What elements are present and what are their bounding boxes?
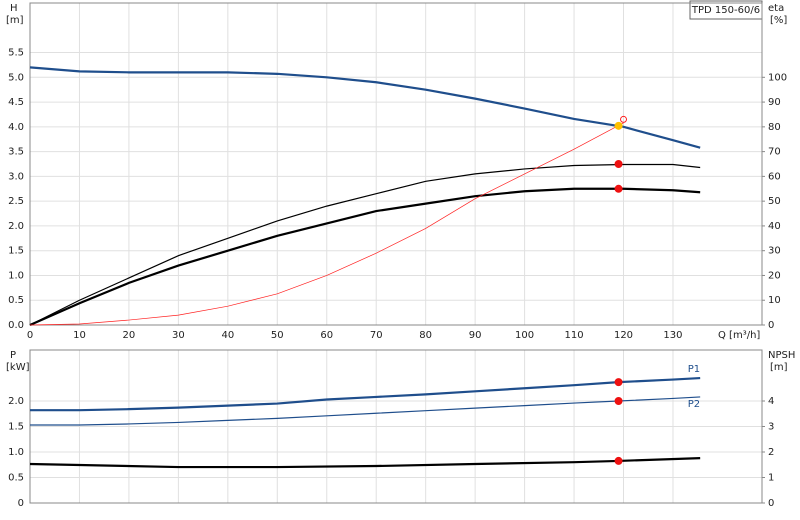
data-point bbox=[614, 121, 623, 130]
curve bbox=[29, 457, 701, 469]
y-axis-unit: [m] bbox=[6, 15, 24, 26]
x-tick-label: 30 bbox=[172, 330, 185, 341]
curve bbox=[29, 66, 701, 149]
y-tick-label: 4.5 bbox=[8, 97, 24, 108]
y-tick-label: 2.0 bbox=[8, 221, 24, 232]
y-axis-label: P bbox=[10, 350, 16, 361]
y2-tick-label: 100 bbox=[768, 72, 787, 83]
x-tick-label: 0 bbox=[27, 330, 33, 341]
y-tick-label: 5.5 bbox=[8, 48, 24, 59]
y2-tick-label: 70 bbox=[768, 147, 781, 158]
y2-axis-unit: [m] bbox=[770, 362, 788, 373]
y-axis-unit: [kW] bbox=[6, 362, 30, 373]
data-point bbox=[614, 378, 623, 387]
y2-tick-label: 4 bbox=[768, 396, 774, 407]
y2-tick-label: 20 bbox=[768, 270, 781, 281]
plot-frame bbox=[29, 349, 763, 504]
plot-frame bbox=[29, 2, 763, 326]
y-tick-label: 1.5 bbox=[8, 246, 24, 257]
x-tick-label: 50 bbox=[271, 330, 284, 341]
y2-tick-label: 60 bbox=[768, 171, 781, 182]
y-tick-label: 4.0 bbox=[8, 122, 24, 133]
curve bbox=[30, 396, 701, 426]
y-tick-label: 5.0 bbox=[8, 72, 24, 83]
y2-tick-label: 50 bbox=[768, 196, 781, 207]
y2-tick-label: 80 bbox=[768, 122, 781, 133]
y2-axis-label: eta bbox=[768, 3, 784, 14]
curve bbox=[29, 163, 701, 326]
y2-tick-label: 2 bbox=[768, 447, 774, 458]
x-tick-label: 100 bbox=[515, 330, 534, 341]
x-tick-label: 130 bbox=[663, 330, 682, 341]
series-label: P1 bbox=[688, 364, 700, 375]
y-tick-label: 0.5 bbox=[8, 473, 24, 484]
y-tick-label: 3.0 bbox=[8, 171, 24, 182]
curve bbox=[30, 376, 701, 412]
y2-tick-label: 30 bbox=[768, 246, 781, 257]
y2-tick-label: 0 bbox=[768, 498, 774, 509]
y-tick-label: 0.5 bbox=[8, 295, 24, 306]
data-point bbox=[614, 456, 623, 465]
y-tick-label: 2.5 bbox=[8, 196, 24, 207]
series-label: P2 bbox=[688, 399, 700, 410]
x-tick-label: 40 bbox=[221, 330, 234, 341]
x-tick-label: 60 bbox=[320, 330, 333, 341]
x-tick-label: 10 bbox=[73, 330, 86, 341]
y2-tick-label: 40 bbox=[768, 221, 781, 232]
x-tick-label: 70 bbox=[370, 330, 383, 341]
chart-title: TPD 150-60/6 bbox=[691, 5, 760, 16]
y2-tick-label: 3 bbox=[768, 422, 774, 433]
curve bbox=[29, 187, 701, 327]
y-tick-label: 1.0 bbox=[8, 270, 24, 281]
y2-axis-unit: [%] bbox=[770, 15, 787, 26]
y-tick-label: 2.0 bbox=[8, 396, 24, 407]
x-tick-label: 80 bbox=[419, 330, 432, 341]
x-axis-label: Q [m³/h] bbox=[718, 330, 760, 341]
x-tick-label: 90 bbox=[469, 330, 482, 341]
y-tick-label: 0 bbox=[18, 498, 24, 509]
y2-tick-label: 90 bbox=[768, 97, 781, 108]
x-tick-label: 110 bbox=[565, 330, 584, 341]
data-point bbox=[614, 397, 623, 405]
y2-tick-label: 10 bbox=[768, 295, 781, 306]
y-tick-label: 1.0 bbox=[8, 447, 24, 458]
y2-tick-label: 0 bbox=[768, 320, 774, 331]
y2-axis-label: NPSH bbox=[768, 350, 795, 361]
y-tick-label: 0.0 bbox=[8, 320, 24, 331]
y-axis-label: H bbox=[10, 3, 18, 14]
x-tick-label: 120 bbox=[614, 330, 633, 341]
y-tick-label: 1.5 bbox=[8, 422, 24, 433]
y-tick-label: 3.5 bbox=[8, 147, 24, 158]
y2-tick-label: 1 bbox=[768, 473, 774, 484]
data-point bbox=[614, 160, 623, 168]
data-point bbox=[614, 184, 623, 193]
x-tick-label: 20 bbox=[123, 330, 136, 341]
curve bbox=[29, 122, 624, 326]
data-point bbox=[620, 115, 628, 123]
